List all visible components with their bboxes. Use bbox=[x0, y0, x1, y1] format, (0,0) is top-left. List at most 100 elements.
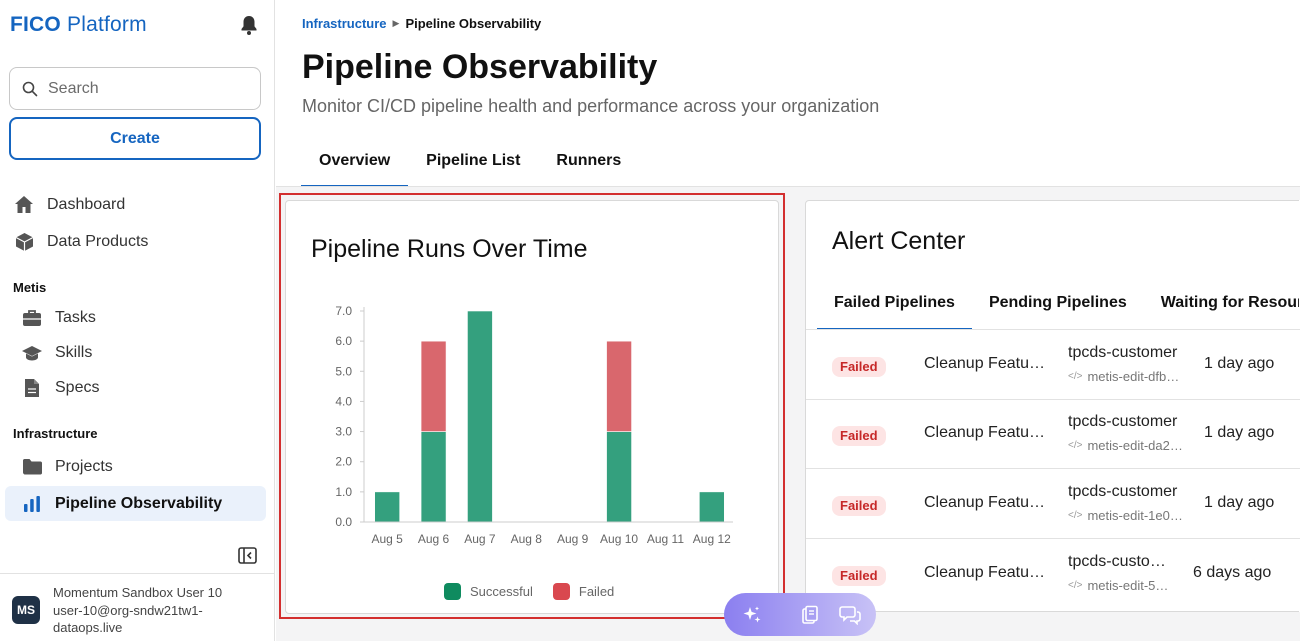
tab-runners[interactable]: Runners bbox=[556, 152, 622, 169]
briefcase-icon bbox=[21, 307, 43, 329]
bar-successful-aug-7 bbox=[467, 310, 493, 523]
tab-waiting-for-resources[interactable]: Waiting for Resources bbox=[1160, 294, 1300, 311]
tab-pipeline-list[interactable]: Pipeline List bbox=[426, 152, 521, 169]
bar-successful-aug-10 bbox=[606, 431, 632, 523]
bar-failed-aug-10 bbox=[606, 340, 632, 432]
alert-branch: </> metis-edit-1e0… bbox=[1068, 508, 1183, 523]
alert-center-card bbox=[805, 200, 1300, 612]
fico-platform-logo[interactable]: FICO Platform bbox=[10, 13, 147, 36]
alert-row[interactable]: Failed Cleanup Feature Branch tpcds-cust… bbox=[806, 469, 1300, 539]
x-tick-label: Aug 9 bbox=[557, 532, 589, 546]
alert-time: 6 days ago bbox=[1193, 564, 1272, 581]
user-email: user-10@org-sndw21tw1-dataops.live bbox=[53, 603, 203, 635]
sidebar-item-label: Dashboard bbox=[47, 195, 126, 213]
chart-title: Pipeline Runs Over Time bbox=[311, 235, 588, 263]
bar-successful-aug-6 bbox=[420, 431, 447, 523]
alert-job-name: Cleanup Feature Branch bbox=[924, 424, 1048, 441]
x-tick-label: Aug 8 bbox=[511, 532, 543, 546]
sidebar-item-tasks[interactable]: Tasks bbox=[5, 300, 266, 335]
x-tick-label: Aug 5 bbox=[372, 532, 404, 546]
sidebar-item-data-products[interactable]: Data Products bbox=[5, 224, 266, 259]
avatar: MS bbox=[12, 596, 40, 624]
alert-job-name: Cleanup Feature Branch bbox=[924, 564, 1048, 581]
tabs-divider bbox=[276, 186, 1300, 187]
breadcrumb-link-infrastructure[interactable]: Infrastructure bbox=[302, 16, 387, 31]
alert-center-title: Alert Center bbox=[832, 227, 966, 255]
section-label-infrastructure: Infrastructure bbox=[13, 426, 98, 441]
alert-branch: </> metis-edit-5… bbox=[1068, 578, 1169, 593]
sidebar-item-dashboard[interactable]: Dashboard bbox=[5, 187, 266, 222]
alert-row[interactable]: Failed Cleanup Feature Branch tpcds-cust… bbox=[806, 330, 1300, 400]
legend-label: Successful bbox=[470, 584, 533, 599]
alert-job-name: Cleanup Feature Branch bbox=[924, 494, 1048, 511]
status-badge: Failed bbox=[832, 357, 886, 377]
sidebar-item-specs[interactable]: Specs bbox=[5, 370, 266, 405]
breadcrumb: Infrastructure ▶ Pipeline Observability bbox=[302, 16, 541, 31]
legend-item-failed[interactable]: Failed bbox=[552, 583, 615, 600]
home-icon bbox=[13, 194, 35, 216]
page-title: Pipeline Observability bbox=[302, 48, 658, 86]
alert-branch: </> metis-edit-dfb… bbox=[1068, 369, 1180, 384]
chat-icon[interactable] bbox=[830, 595, 870, 635]
search-input[interactable] bbox=[48, 79, 238, 98]
sparkle-icon[interactable] bbox=[732, 595, 772, 635]
alert-time: 1 day ago bbox=[1204, 355, 1275, 372]
alert-time: 1 day ago bbox=[1204, 494, 1275, 511]
alert-pipeline-name[interactable]: tpcds-customer bbox=[1068, 344, 1178, 361]
sidebar-item-label: Pipeline Observability bbox=[55, 494, 223, 512]
y-tick-label: 4.0 bbox=[335, 394, 352, 408]
tab-failed-pipelines[interactable]: Failed Pipelines bbox=[817, 280, 972, 330]
sidebar-item-projects[interactable]: Projects bbox=[5, 449, 266, 484]
document-icon bbox=[21, 377, 43, 399]
status-badge: Failed bbox=[832, 566, 886, 586]
sidebar-item-label: Data Products bbox=[47, 232, 149, 250]
sidebar: FICO Platform Create Dashboard Data Prod… bbox=[0, 0, 275, 641]
x-tick-label: Aug 6 bbox=[418, 532, 450, 546]
alert-row[interactable]: Failed Cleanup Feature Branch tpcds-cust… bbox=[806, 399, 1300, 469]
alert-row[interactable]: Failed Cleanup Feature Branch tpcds-cust… bbox=[806, 539, 1300, 612]
pipeline-runs-card bbox=[285, 200, 779, 614]
chart-legend: Successful Failed bbox=[444, 583, 634, 600]
alert-branch: </> metis-edit-da2… bbox=[1068, 438, 1183, 453]
x-tick-label: Aug 12 bbox=[693, 532, 731, 546]
collapse-sidebar-icon[interactable] bbox=[238, 547, 257, 564]
alert-pipeline-name[interactable]: tpcds-customer bbox=[1068, 553, 1170, 570]
user-profile[interactable]: MS Momentum Sandbox User 10 user-10@org-… bbox=[0, 573, 275, 641]
bell-icon[interactable] bbox=[239, 14, 259, 36]
search-box[interactable] bbox=[9, 67, 261, 110]
bar-chart-icon bbox=[21, 493, 43, 515]
sidebar-item-label: Projects bbox=[55, 457, 113, 475]
code-icon: </> bbox=[1068, 510, 1083, 521]
y-tick-label: 0.0 bbox=[335, 515, 352, 529]
code-icon: </> bbox=[1068, 440, 1083, 451]
folder-icon bbox=[21, 456, 43, 478]
user-name: Momentum Sandbox User 10 bbox=[53, 585, 223, 600]
alert-job-name: Cleanup Feature Branch bbox=[924, 355, 1048, 372]
create-button[interactable]: Create bbox=[9, 117, 261, 160]
tab-overview[interactable]: Overview bbox=[301, 140, 409, 187]
section-label-metis: Metis bbox=[13, 280, 47, 295]
y-tick-label: 5.0 bbox=[335, 364, 352, 378]
x-tick-label: Aug 11 bbox=[647, 532, 684, 546]
alert-pipeline-name[interactable]: tpcds-customer bbox=[1068, 413, 1178, 430]
status-badge: Failed bbox=[832, 426, 886, 446]
breadcrumb-current: Pipeline Observability bbox=[405, 16, 542, 31]
alert-pipeline-name[interactable]: tpcds-customer bbox=[1068, 483, 1178, 500]
selection-highlight bbox=[279, 193, 785, 619]
sidebar-item-skills[interactable]: Skills bbox=[5, 335, 266, 370]
y-tick-label: 7.0 bbox=[335, 304, 352, 318]
legend-item-successful[interactable]: Successful bbox=[444, 583, 533, 600]
code-icon: </> bbox=[1068, 371, 1083, 382]
tab-pending-pipelines[interactable]: Pending Pipelines bbox=[988, 294, 1127, 311]
status-badge: Failed bbox=[832, 496, 886, 516]
x-tick-label: Aug 10 bbox=[600, 532, 638, 546]
sidebar-item-label: Tasks bbox=[55, 308, 96, 326]
clipboard-icon[interactable] bbox=[790, 595, 830, 635]
search-icon bbox=[22, 81, 38, 96]
bar-successful-aug-12 bbox=[699, 491, 725, 523]
legend-label: Failed bbox=[578, 584, 615, 599]
page-tabs: Overview Pipeline List Runners bbox=[301, 140, 639, 187]
sidebar-item-pipeline-observability[interactable]: Pipeline Observability bbox=[5, 486, 266, 521]
alert-time: 1 day ago bbox=[1204, 424, 1275, 441]
y-tick-label: 2.0 bbox=[335, 455, 352, 469]
